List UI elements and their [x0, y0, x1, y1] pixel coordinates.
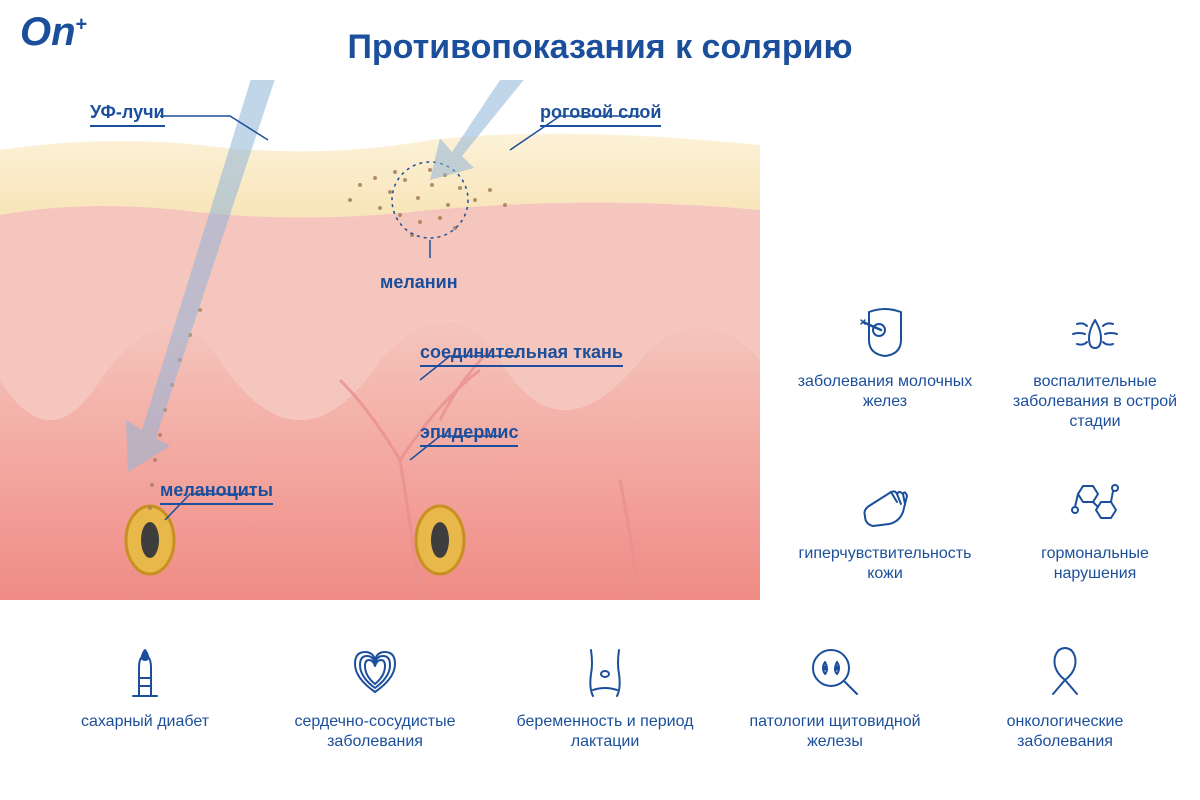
skin-cross-section-diagram: УФ-лучи роговой слой меланин соединитель…	[0, 80, 760, 600]
heart-icon	[343, 640, 407, 704]
item-inflame-label: воспалительные заболевания в острой стад…	[1000, 372, 1190, 432]
item-cardio-label: сердечно-сосудистые заболевания	[270, 712, 480, 752]
melanocyte-cell-2	[416, 506, 464, 574]
ribbon-icon	[1033, 640, 1097, 704]
belly-icon	[573, 640, 637, 704]
item-pregnant-label: беременность и период лактации	[500, 712, 710, 752]
item-thyroid: патологии щитовидной железы	[730, 640, 940, 752]
melanocyte-cell-1	[126, 506, 174, 574]
hand-icon	[853, 472, 917, 536]
thyroid-magnifier-icon	[803, 640, 867, 704]
dermis-layer	[0, 320, 760, 600]
contraindication-grid-lower: сахарный диабет сердечно-сосудистые забо…	[40, 640, 1170, 752]
label-uv: УФ-лучи	[90, 102, 165, 127]
inflammation-icon	[1063, 300, 1127, 364]
item-inflame: воспалительные заболевания в острой стад…	[1000, 300, 1190, 432]
label-stratum: роговой слой	[540, 102, 661, 127]
item-cancer: онкологические заболевания	[960, 640, 1170, 752]
item-hormone-label: гормональные нарушения	[1000, 544, 1190, 584]
item-cancer-label: онкологические заболевания	[960, 712, 1170, 752]
molecule-icon	[1063, 472, 1127, 536]
item-thyroid-label: патологии щитовидной железы	[730, 712, 940, 752]
contraindication-grid-upper: заболевания молочных желез воспалительны…	[790, 300, 1190, 584]
label-epidermis: эпидермис	[420, 422, 518, 447]
item-breast-label: заболевания молочных желез	[790, 372, 980, 412]
label-melanin: меланин	[380, 272, 458, 295]
item-breast: заболевания молочных желез	[790, 300, 980, 432]
finger-blood-icon	[113, 640, 177, 704]
item-pregnant: беременность и период лактации	[500, 640, 710, 752]
item-diabetes: сахарный диабет	[40, 640, 250, 752]
item-hormone: гормональные нарушения	[1000, 472, 1190, 584]
item-diabetes-label: сахарный диабет	[81, 712, 209, 732]
label-connective: соединительная ткань	[420, 342, 623, 367]
item-cardio: сердечно-сосудистые заболевания	[270, 640, 480, 752]
item-skin-label: гиперчувствительность кожи	[790, 544, 980, 584]
breast-icon	[853, 300, 917, 364]
page-title: Противопоказания к солярию	[0, 28, 1200, 67]
item-skin: гиперчувствительность кожи	[790, 472, 980, 584]
label-melanocyte: меланоциты	[160, 480, 273, 505]
